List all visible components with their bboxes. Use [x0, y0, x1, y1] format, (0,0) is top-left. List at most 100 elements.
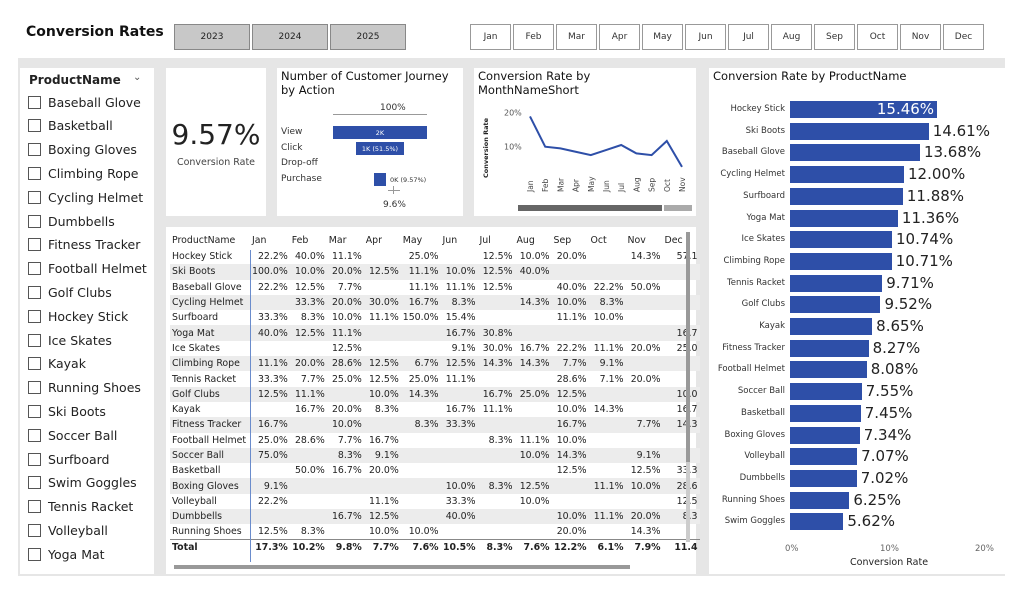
month-button-aug[interactable]: Aug [771, 24, 812, 50]
matrix-header-cell: Aug [516, 235, 535, 246]
funnel-bar: 1K (51.5%) [355, 142, 405, 155]
matrix-cell: 12.5% [294, 281, 325, 293]
matrix-header-cell: Dec [664, 235, 683, 246]
slicer-item[interactable]: Ice Skates [28, 331, 112, 349]
matrix-cell: 11.1% [482, 404, 513, 416]
matrix-cell [250, 294, 290, 311]
checkbox[interactable] [28, 143, 41, 157]
slicer-item[interactable]: Cycling Helmet [28, 188, 143, 206]
matrix-cell: 20.0% [289, 356, 327, 372]
matrix-hscroll-thumb[interactable] [174, 565, 630, 569]
slicer-item[interactable]: Golf Clubs [28, 283, 112, 301]
slicer-item[interactable]: Yoga Mat [28, 545, 105, 563]
matrix-cell [290, 341, 327, 356]
matrix-cell: 7.7% [337, 281, 362, 293]
month-button-jun[interactable]: Jun [685, 24, 726, 50]
checkbox[interactable] [28, 381, 41, 395]
checkbox[interactable] [28, 95, 41, 109]
month-button-jan[interactable]: Jan [470, 24, 511, 50]
month-button-dec[interactable]: Dec [943, 24, 984, 50]
month-button-sep[interactable]: Sep [814, 24, 855, 50]
slicer-item[interactable]: Volleyball [28, 521, 108, 539]
slicer-item[interactable]: Soccer Ball [28, 426, 117, 444]
matrix-total-cell: 17.3% [250, 539, 290, 555]
checkbox[interactable] [28, 523, 41, 537]
bar-chart-title: Conversion Rate by ProductName [713, 69, 907, 83]
checkbox[interactable] [28, 214, 41, 228]
matrix-cell: 7.7% [625, 417, 663, 433]
checkbox[interactable] [28, 285, 41, 299]
bar-value-label: 7.02% [860, 468, 909, 487]
slicer-item-label: Fitness Tracker [48, 237, 141, 253]
checkbox[interactable] [28, 452, 41, 466]
matrix-cell [551, 264, 589, 280]
matrix-cell: 12.5% [331, 342, 362, 354]
matrix-cell: 33.3 [663, 463, 700, 478]
funnel-stage-label: Drop-off [281, 158, 318, 168]
matrix-cell [478, 463, 515, 478]
month-button-oct[interactable]: Oct [857, 24, 898, 50]
slicer-item-label: Basketball [48, 118, 113, 134]
bar-value-label: 14.61% [932, 121, 990, 140]
slicer-item[interactable]: Hockey Stick [28, 307, 128, 325]
slicer-item[interactable]: Boxing Gloves [28, 141, 137, 159]
slicer-item[interactable]: Swim Goggles [28, 474, 137, 492]
checkbox[interactable] [28, 119, 41, 133]
matrix-cell: 12.5% [477, 264, 515, 280]
year-button-2025[interactable]: 2025 [330, 24, 406, 50]
checkbox[interactable] [28, 476, 41, 490]
slicer-title: ProductName [29, 73, 121, 87]
month-button-may[interactable]: May [642, 24, 683, 50]
checkbox[interactable] [28, 166, 41, 180]
bar-value-label: 7.45% [864, 403, 913, 422]
matrix-header-cell: Nov [627, 235, 646, 246]
month-button-nov[interactable]: Nov [900, 24, 941, 50]
matrix-cell [289, 509, 327, 525]
month-button-jul[interactable]: Jul [728, 24, 769, 50]
matrix-cell: 7.7% [337, 434, 362, 446]
matrix-cell: 28.6 [662, 478, 700, 494]
checkbox[interactable] [28, 262, 41, 276]
chevron-down-icon[interactable]: ⌄ [133, 72, 142, 83]
slicer-item[interactable]: Dumbbells [28, 212, 115, 230]
checkbox[interactable] [28, 357, 41, 371]
bar [790, 426, 860, 444]
slicer-item[interactable]: Tennis Racket [28, 498, 133, 516]
funnel-bottom-label: 9.6% [383, 200, 406, 210]
checkbox[interactable] [28, 404, 41, 418]
matrix-cell: Boxing Gloves [170, 478, 250, 494]
slicer-item[interactable]: Ski Boots [28, 402, 106, 420]
slicer-item[interactable]: Football Helmet [28, 260, 147, 278]
matrix-cell [401, 494, 441, 509]
checkbox[interactable] [28, 428, 41, 442]
matrix-vscroll-thumb[interactable] [686, 232, 690, 462]
slicer-item[interactable]: Fitness Tracker [28, 236, 140, 254]
matrix-cell: 10.0% [593, 312, 624, 324]
slicer-item[interactable]: Running Shoes [28, 379, 141, 397]
slicer-item[interactable]: Surfboard [28, 450, 110, 468]
matrix-cell [552, 494, 589, 509]
month-button-mar[interactable]: Mar [556, 24, 597, 50]
bar-category-label: Cycling Helmet [720, 169, 785, 180]
year-button-2024[interactable]: 2024 [252, 24, 328, 50]
checkbox[interactable] [28, 190, 41, 204]
slicer-item[interactable]: Baseball Glove [28, 93, 141, 111]
table-row: Fitness Tracker 16.7% 10.0% 8.3% 33.3% 16.7% 7… [170, 417, 700, 433]
matrix-cell: 12.5% [556, 465, 587, 477]
slicer-item[interactable]: Climbing Rope [28, 164, 139, 182]
month-button-feb[interactable]: Feb [513, 24, 554, 50]
checkbox[interactable] [28, 500, 41, 514]
slicer-item-label: Baseball Glove [48, 94, 141, 110]
slicer-item[interactable]: Kayak [28, 355, 86, 373]
checkbox[interactable] [28, 333, 41, 347]
year-button-2023[interactable]: 2023 [174, 24, 250, 50]
checkbox[interactable] [28, 238, 41, 252]
matrix-cell: 8.3% [477, 478, 515, 494]
matrix-total-cell: 11.4 [662, 539, 700, 555]
month-button-apr[interactable]: Apr [599, 24, 640, 50]
checkbox[interactable] [28, 309, 41, 323]
kpi-value: 9.57% [171, 118, 261, 151]
matrix-cell [289, 447, 327, 464]
slicer-item[interactable]: Basketball [28, 117, 113, 135]
checkbox[interactable] [28, 547, 41, 561]
